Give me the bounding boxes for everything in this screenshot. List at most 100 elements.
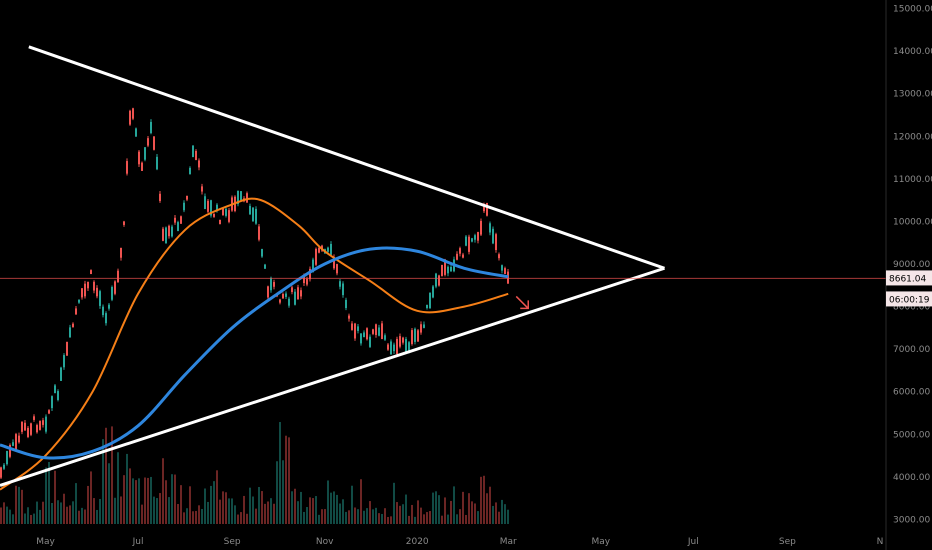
candle-body <box>30 423 32 435</box>
volume-bar <box>219 499 221 524</box>
volume-bar <box>141 504 143 524</box>
volume-bar <box>198 505 200 524</box>
volume-bar <box>171 474 173 524</box>
candle-body <box>129 110 131 125</box>
volume-bar <box>369 501 371 524</box>
candle-body <box>207 200 209 212</box>
current-price-label: 8661.04 <box>889 274 926 284</box>
candle-body <box>486 202 488 216</box>
volume-bar <box>105 427 107 524</box>
candle-body <box>303 275 305 284</box>
candle-body <box>69 327 71 338</box>
candle-body <box>84 283 86 297</box>
candle-body <box>180 216 182 224</box>
candle-body <box>414 328 416 342</box>
price-axis[interactable]: 15000.00 14000.00 13000.00 12000.00 11000.00… <box>893 5 932 526</box>
candle-body <box>477 232 479 241</box>
candle-body <box>183 202 185 211</box>
volume-bar <box>162 458 164 524</box>
candle-body <box>474 235 476 240</box>
volume-bar <box>348 510 350 524</box>
candle-body <box>261 249 263 257</box>
volume-bar <box>396 502 398 524</box>
candle-body <box>27 427 29 437</box>
ma-blue-line <box>0 246 509 460</box>
volume-bar <box>153 496 155 524</box>
candle-body <box>66 341 68 356</box>
volume-bar <box>57 500 59 524</box>
candle-body <box>327 247 329 252</box>
candle-body <box>171 226 173 237</box>
candle-body <box>279 299 281 303</box>
time-axis[interactable]: May Jul Sep Nov 2020 Mar May Jul Sep N <box>36 537 883 547</box>
volume-bar <box>243 495 245 524</box>
candle-body <box>468 236 470 252</box>
time-tick-label: Jul <box>687 537 699 547</box>
candle-body <box>300 290 302 297</box>
candle-body <box>192 145 194 158</box>
volume-bar <box>489 486 491 524</box>
candle-body <box>366 328 368 340</box>
volume-bar <box>336 494 338 524</box>
volume-bar <box>267 501 269 524</box>
candle-body <box>141 162 143 171</box>
volume-bar <box>264 503 266 524</box>
volume-bar <box>507 509 509 524</box>
ma-orange-line <box>0 197 509 491</box>
candle-body <box>330 243 332 255</box>
candle-body <box>159 193 161 201</box>
candle-body <box>408 342 410 352</box>
volume-bar <box>27 507 29 524</box>
volume-bar <box>408 515 410 524</box>
volume-bar <box>426 512 428 524</box>
volume-bar <box>387 516 389 524</box>
volume-bar <box>12 514 14 524</box>
price-tick-label: 7000.00 <box>893 345 930 355</box>
candle-body <box>480 220 482 235</box>
volume-bar <box>42 501 44 524</box>
volume-bar <box>165 480 167 524</box>
volume-bar <box>423 514 425 524</box>
candle-body <box>456 253 458 260</box>
volume-bar <box>375 507 377 524</box>
candle-body <box>420 324 422 333</box>
candle-body <box>372 329 374 334</box>
candle-body <box>51 396 53 409</box>
candle-body <box>75 308 77 315</box>
candle-body <box>387 344 389 350</box>
volume-bar <box>480 476 482 524</box>
volume-bar <box>300 491 302 524</box>
volume-bar <box>237 514 239 524</box>
down-arrow-icon <box>515 295 529 310</box>
time-tick-label: 2020 <box>406 537 429 547</box>
candle-body <box>108 304 110 309</box>
candle-body <box>369 336 371 347</box>
candle-body <box>270 277 272 291</box>
volume-bar <box>270 498 272 524</box>
candle-body <box>102 306 104 316</box>
volume-bar <box>495 502 497 524</box>
volume-bar <box>438 495 440 524</box>
volume-bar <box>156 498 158 524</box>
volume-bar <box>303 511 305 524</box>
candle-body <box>333 257 335 269</box>
candle-body <box>87 281 89 289</box>
volume-bar <box>381 513 383 524</box>
candle-body <box>36 425 38 433</box>
volume-bar <box>378 513 380 524</box>
candle-body <box>291 287 293 293</box>
volume-bar <box>189 486 191 524</box>
countdown-label: 06:00:19 <box>889 295 930 305</box>
volume-bar <box>456 514 458 524</box>
volume-bar <box>435 491 437 524</box>
volume-bar <box>252 496 254 524</box>
volume-bar <box>327 480 329 524</box>
volume-bar <box>132 478 134 524</box>
volume-bar <box>213 481 215 524</box>
candle-body <box>249 205 251 215</box>
candle-body <box>348 315 350 319</box>
volume-bar <box>450 500 452 524</box>
volume-bar <box>297 501 299 524</box>
price-tick-label: 11000.00 <box>893 175 932 185</box>
